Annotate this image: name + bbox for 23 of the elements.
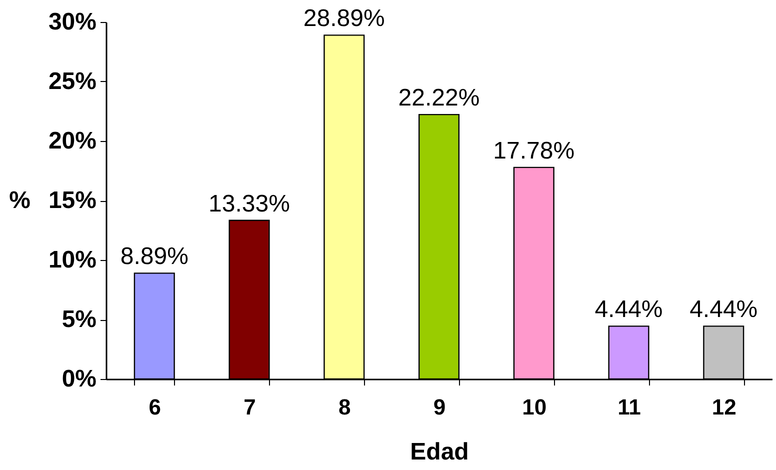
x-tick-label: 12 — [712, 394, 736, 420]
x-tick-label: 6 — [148, 394, 162, 420]
y-tick-label: 15% — [48, 187, 96, 214]
data-label: 4.44% — [594, 296, 663, 324]
x-tick-label: 7 — [244, 394, 256, 420]
data-label: 28.89% — [303, 5, 385, 32]
x-tick-label: 10 — [522, 394, 547, 420]
y-tick-label: 20% — [48, 128, 96, 154]
data-label: 13.33% — [208, 190, 290, 218]
data-label: 17.78% — [493, 137, 575, 164]
y-tick-label: 30% — [48, 8, 96, 36]
y-tick-label: 5% — [62, 306, 96, 333]
data-label: 22.22% — [398, 84, 480, 112]
y-tick-label: 25% — [48, 68, 96, 95]
y-tick-label: 0% — [62, 366, 96, 392]
x-tick-label: 11 — [618, 394, 641, 420]
x-axis-title: Edad — [410, 438, 469, 466]
data-label: 4.44% — [690, 296, 758, 324]
data-label: 8.89% — [120, 243, 188, 270]
y-tick-label: 10% — [48, 246, 96, 274]
x-tick-label: 9 — [433, 394, 446, 420]
y-axis-title: % — [9, 187, 30, 214]
x-tick-label: 8 — [338, 394, 351, 420]
